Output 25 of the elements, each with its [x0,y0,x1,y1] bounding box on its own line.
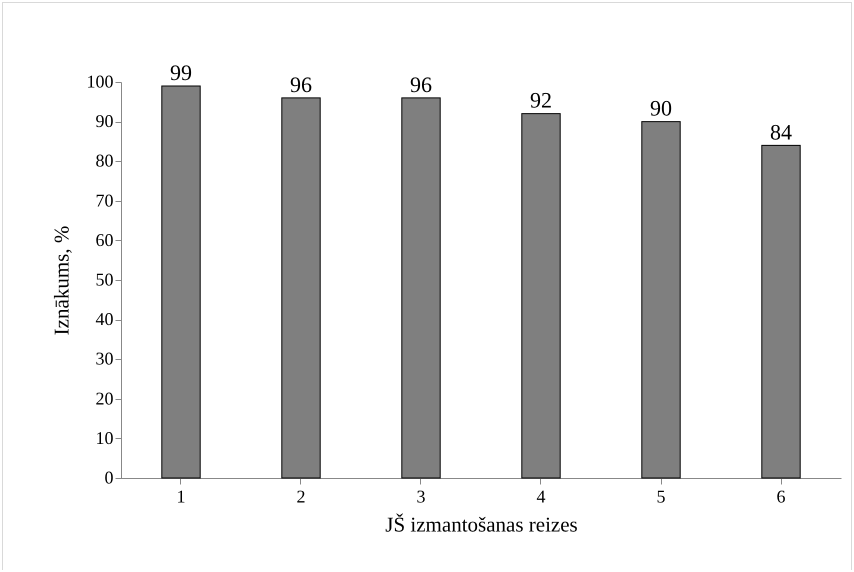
y-tick-label: 60 [96,230,114,250]
y-tick-label: 40 [96,309,114,330]
x-tick-label: 4 [536,486,546,506]
data-label: 99 [170,60,192,85]
y-tick-label: 90 [96,111,114,132]
x-tick-label: 2 [296,486,306,506]
data-label: 84 [770,119,792,144]
x-tick-label: 6 [776,486,786,506]
data-label: 96 [410,72,432,97]
y-tick-label: 10 [96,428,114,448]
x-tick-label: 5 [656,486,666,506]
data-label: 92 [530,88,552,113]
x-tick-label: 3 [416,486,426,506]
data-label: 90 [650,96,672,121]
y-tick-label: 20 [96,388,114,408]
y-tick-label: 30 [96,348,114,369]
y-tick-label: 80 [96,150,114,171]
y-tick-label: 0 [104,468,114,488]
y-tick-label: 50 [96,270,114,290]
x-axis-title: JŠ izmantošanas reizes [385,512,578,536]
y-tick-label: 70 [96,190,114,210]
y-axis-title: Iznākums, % [50,226,74,336]
data-label: 96 [290,72,312,97]
y-tick-label: 100 [86,72,114,92]
x-tick-label: 1 [176,486,186,506]
